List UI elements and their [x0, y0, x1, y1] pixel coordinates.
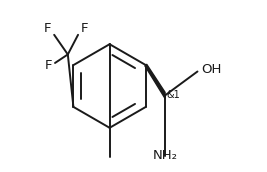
Text: OH: OH [201, 63, 221, 76]
Text: &1: &1 [167, 90, 180, 100]
Text: F: F [45, 59, 52, 72]
Text: NH₂: NH₂ [152, 149, 178, 162]
Text: F: F [81, 22, 88, 35]
Polygon shape [145, 64, 165, 98]
Text: F: F [43, 22, 51, 35]
